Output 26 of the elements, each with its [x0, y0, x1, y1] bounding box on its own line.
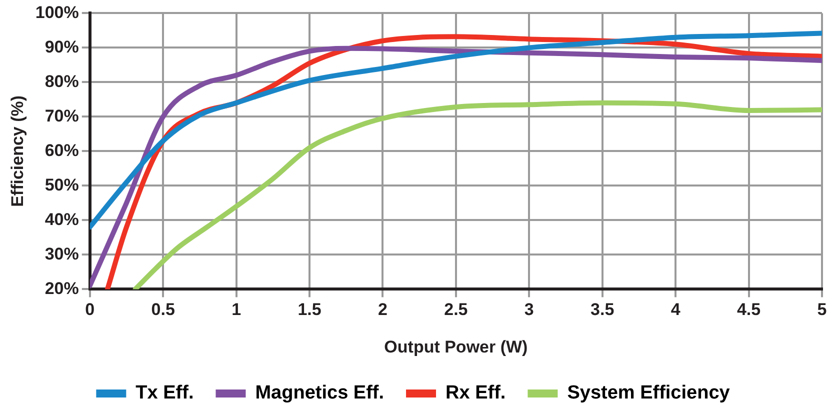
y-tick-label: 100% — [35, 2, 79, 22]
y-tick-label: 50% — [44, 175, 79, 194]
x-tick-label: 4.5 — [736, 300, 761, 320]
x-tick-label: 3.5 — [590, 300, 614, 320]
legend-label: Magnetics Eff. — [255, 382, 384, 404]
x-tick-label: 4 — [670, 300, 681, 320]
y-axis-title: Efficiency (%) — [8, 95, 27, 207]
y-tick-label: 80% — [44, 72, 79, 91]
x-tick-label: 5 — [817, 300, 827, 320]
x-tick-label: 1 — [232, 300, 242, 320]
x-tick-label: 1.5 — [298, 300, 322, 320]
x-tick-label: 3 — [524, 300, 534, 320]
x-tick-label: 0 — [85, 300, 95, 320]
x-tick-label: 0.5 — [151, 300, 175, 320]
legend-label: System Efficiency — [567, 382, 730, 404]
legend-label: Rx Eff. — [446, 382, 506, 404]
x-tick-label: 2.5 — [444, 300, 468, 320]
y-tick-label: 30% — [44, 244, 79, 264]
y-tick-label: 20% — [44, 278, 79, 298]
y-tick-label: 90% — [44, 37, 79, 56]
x-tick-label: 2 — [378, 300, 388, 320]
legend-label: Tx Eff. — [136, 382, 194, 404]
y-tick-label: 70% — [44, 106, 79, 126]
y-tick-label: 60% — [44, 140, 79, 160]
x-axis-title: Output Power (W) — [384, 337, 528, 356]
y-tick-label: 40% — [44, 210, 79, 229]
